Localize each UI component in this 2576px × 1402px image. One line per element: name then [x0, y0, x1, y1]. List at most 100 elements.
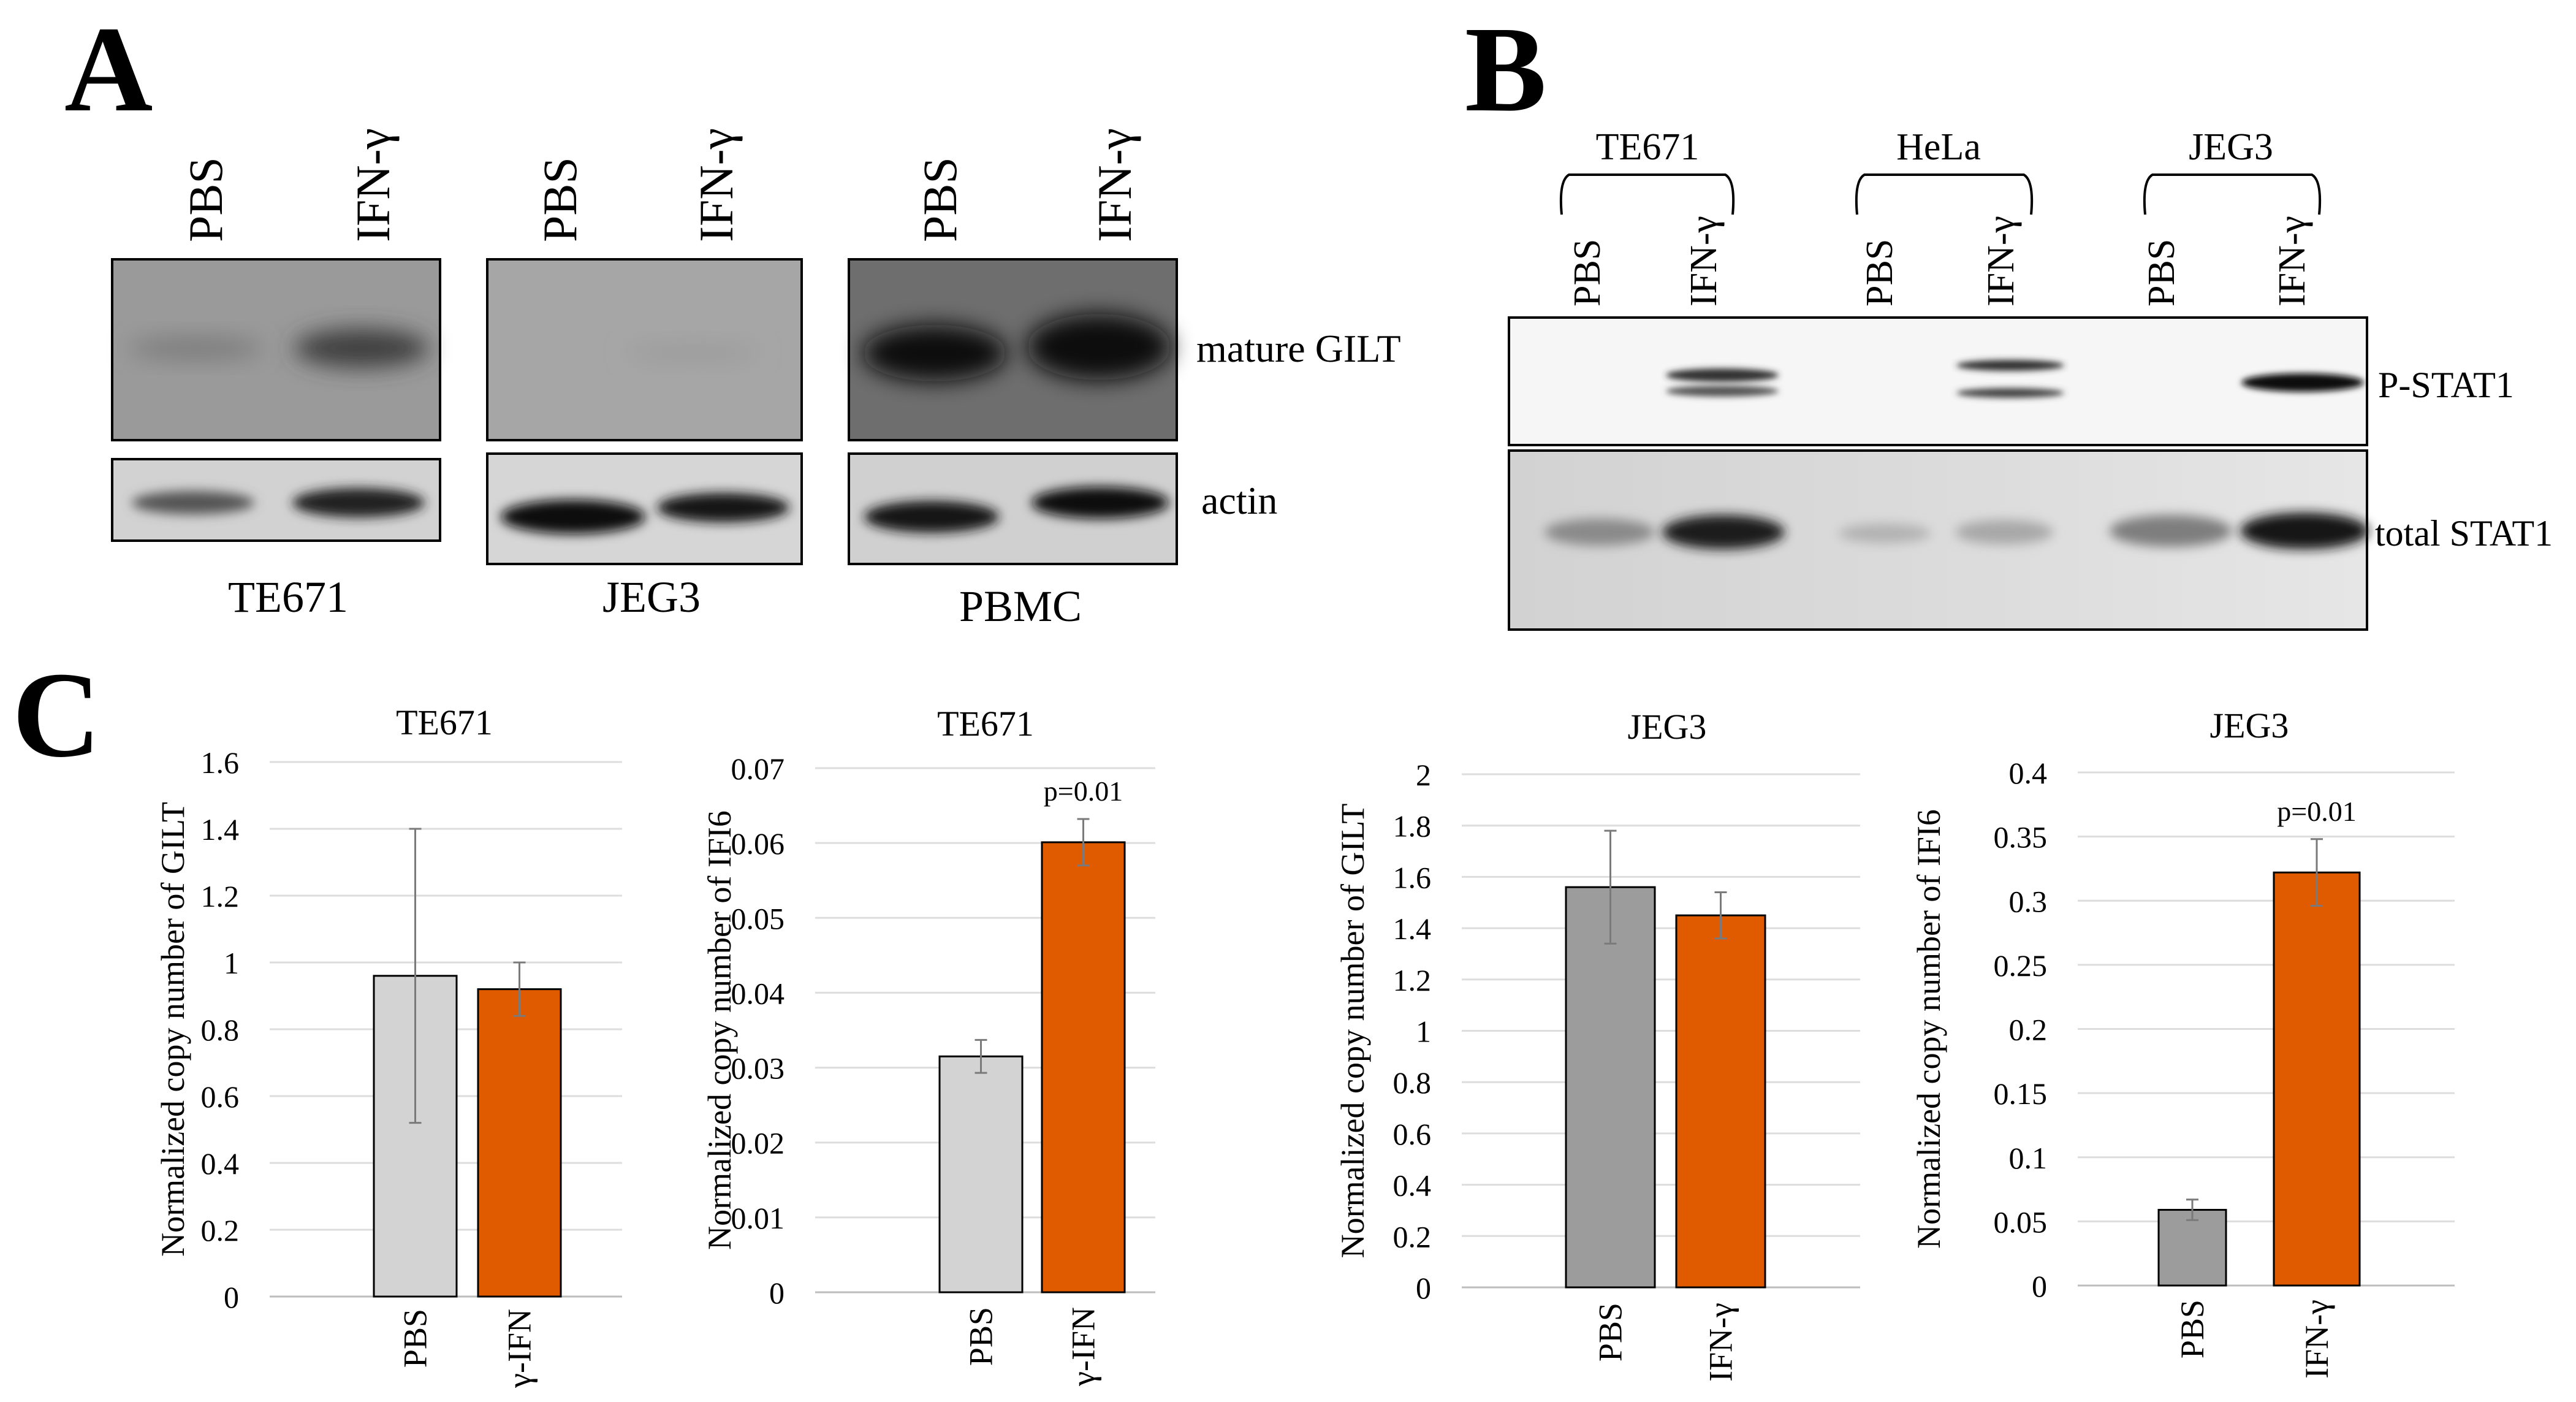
row-label-actin: actin: [1201, 479, 1277, 522]
panel-a-letter: A: [64, 2, 153, 137]
y-tick-label: 0.4: [201, 1146, 240, 1181]
chart-title: TE671: [396, 703, 493, 742]
lane-label: PBS: [533, 157, 587, 242]
row-label-total-stat1: total STAT1: [2375, 513, 2553, 554]
actin-band: [292, 488, 425, 517]
y-tick-label: 0: [224, 1280, 239, 1314]
bar: [477, 988, 562, 1298]
category-label: PBS: [963, 1307, 1000, 1366]
p-stat1-band: [1666, 386, 1779, 397]
category-label: IFN-γ: [2298, 1300, 2335, 1379]
y-tick-label: 0.6: [1393, 1117, 1432, 1151]
panel-a: A PBS IFN-γ TE671 PBS IFN-γ JEG3 PBS: [64, 2, 1401, 631]
y-tick-label: 0.6: [201, 1080, 240, 1114]
bar: [1041, 841, 1126, 1293]
p-stat1-membrane: [1508, 316, 2368, 446]
y-tick-label: 0.06: [731, 826, 785, 861]
p-value-annotation: p=0.01: [2277, 796, 2356, 827]
lane-label: PBS: [179, 157, 232, 242]
y-tick-label: 0.8: [1393, 1065, 1432, 1100]
y-axis-label: Normalized copy number of GILT: [154, 802, 191, 1257]
group-label: TE671: [1596, 126, 1700, 168]
group-bracket: [2143, 173, 2322, 215]
total-stat1-band: [1955, 520, 2053, 544]
y-tick-label: 0: [2032, 1269, 2047, 1303]
y-tick-label: 0.05: [731, 901, 785, 935]
panel-b: B TE671 HeLa JEG3 PBS IFN-γ PBS IFN-γ PB…: [1465, 2, 2553, 631]
lane-label: IFN-γ: [1088, 128, 1141, 242]
y-tick-label: 0.2: [1393, 1219, 1432, 1254]
category-label: IFN-γ: [1703, 1303, 1739, 1382]
category-label: γ-IFN: [1065, 1307, 1102, 1387]
bar-charts: 0 0.2 0.4 0.6 0.8 1 1.2 1.4 1.6 TE671 Normalized c…: [154, 703, 2455, 1389]
row-label-p-stat1: P-STAT1: [2378, 365, 2514, 405]
gilt-band: [294, 329, 429, 368]
actin-band: [501, 500, 645, 534]
bar-chart-3: 0 0.2 0.4 0.6 0.8 1 1.2 1.4 1.6 1.8 2 JEG3 Normalize…: [1334, 707, 1860, 1382]
lane-label: IFN-γ: [1683, 216, 1725, 307]
gilt-band: [862, 325, 1007, 381]
bar: [2157, 1209, 2227, 1287]
total-stat1-band: [2110, 515, 2232, 547]
y-tick-label: 0.01: [731, 1201, 785, 1235]
total-stat1-membrane: [1508, 449, 2368, 631]
blot-te671: PBS IFN-γ TE671: [111, 128, 441, 622]
y-tick-label: 2: [1416, 758, 1431, 792]
total-stat1-band: [1544, 519, 1655, 546]
y-tick-label: 0: [769, 1276, 785, 1310]
category-label: γ-IFN: [501, 1309, 538, 1389]
group-label: JEG3: [2189, 126, 2273, 168]
y-tick-label: 1.4: [1393, 912, 1432, 946]
total-stat1-band: [1662, 515, 1785, 549]
actin-band: [864, 501, 999, 533]
blot-pbmc: PBS IFN-γ PBMC: [848, 128, 1178, 631]
y-tick-label: 1.4: [201, 812, 240, 847]
y-tick-label: 0.2: [201, 1213, 240, 1248]
y-tick-label: 1.2: [1393, 963, 1432, 997]
gilt-band: [625, 343, 760, 362]
chart-title: JEG3: [1628, 707, 1707, 747]
y-tick-label: 1.6: [1393, 860, 1432, 894]
gilt-band: [1027, 314, 1171, 380]
actin-band: [132, 491, 254, 514]
bar: [2273, 871, 2361, 1287]
panel-b-letter: B: [1465, 2, 1546, 137]
y-tick-label: 0.4: [1393, 1168, 1432, 1203]
y-tick-label: 0.07: [731, 752, 785, 786]
group-bracket: [1559, 173, 1735, 215]
y-tick-label: 1: [1416, 1015, 1431, 1049]
group-bracket: [1855, 173, 2034, 215]
y-tick-label: 0.2: [2009, 1013, 2048, 1047]
panel-c-letter: C: [12, 647, 101, 783]
group-brackets: [1559, 173, 2322, 215]
panel-c: C 0 0.2 0.4 0.6 0.8 1 1.2 1.4 1.6 TE671 Normalized…: [12, 647, 2455, 1389]
p-stat1-band: [1666, 368, 1779, 382]
y-axis-label: Normalized copy number of IFI6: [701, 810, 738, 1250]
actin-band: [1032, 487, 1169, 519]
y-tick-label: 1.2: [201, 879, 240, 913]
bar: [938, 1055, 1024, 1293]
bar-chart-4: 0 0.05 0.1 0.15 0.2 0.25 0.3 0.35 0.4 JEG3 Normali…: [1910, 706, 2455, 1379]
lane-label: IFN-γ: [1980, 216, 2022, 307]
row-label-mature-gilt: mature GILT: [1196, 327, 1401, 370]
total-stat1-band: [2240, 512, 2369, 549]
y-tick-label: 0.4: [2009, 756, 2048, 790]
y-tick-label: 0.3: [2009, 884, 2048, 918]
bar: [1565, 886, 1656, 1289]
group-label: HeLa: [1896, 126, 1981, 168]
y-tick-label: 1.8: [1393, 809, 1432, 844]
gilt-band: [129, 336, 264, 360]
y-tick-label: 0.03: [731, 1051, 785, 1086]
cell-label: TE671: [228, 573, 348, 622]
cell-label: PBMC: [959, 582, 1082, 631]
y-tick-label: 0.1: [2009, 1141, 2048, 1175]
y-tick-label: 0.25: [1994, 948, 2048, 983]
p-stat1-band: [2241, 373, 2364, 392]
p-value-annotation: p=0.01: [1044, 775, 1123, 807]
lane-label: IFN-γ: [690, 128, 743, 242]
p-stat1-band: [1956, 388, 2064, 398]
cell-label: JEG3: [602, 573, 701, 622]
lane-label: PBS: [1567, 239, 1608, 307]
lane-label: IFN-γ: [346, 128, 400, 242]
bar-chart-2: 0 0.01 0.02 0.03 0.04 0.05 0.06 0.07 TE671 Normal…: [701, 704, 1155, 1387]
